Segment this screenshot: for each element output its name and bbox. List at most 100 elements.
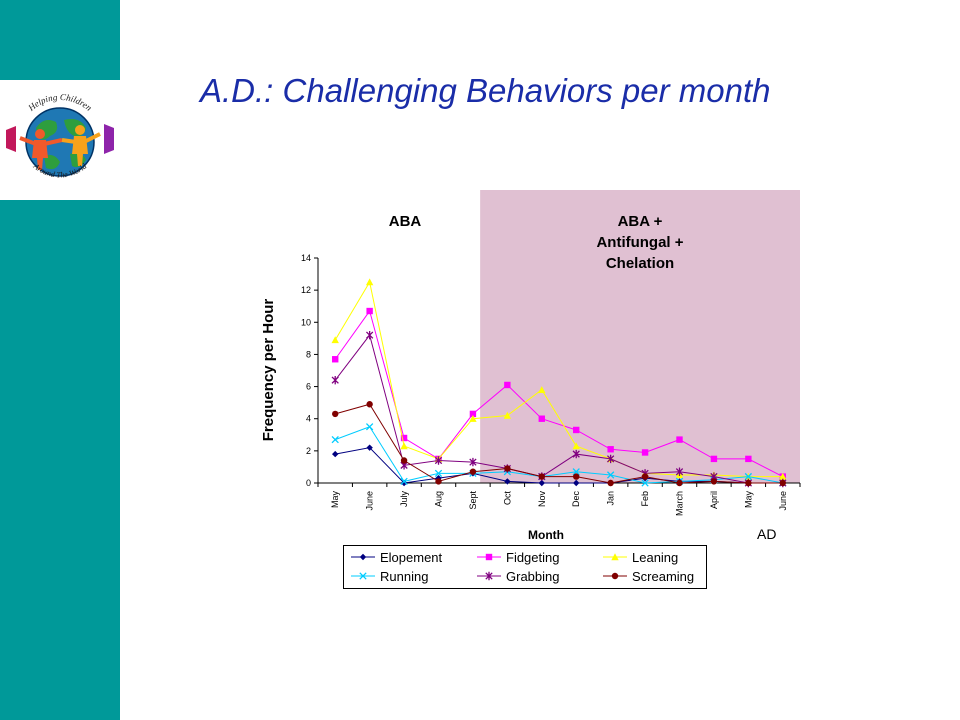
data-point bbox=[434, 456, 443, 465]
phase-label: Chelation bbox=[606, 255, 674, 272]
data-point bbox=[572, 449, 580, 459]
series-line bbox=[334, 309, 784, 478]
legend-item: Fidgeting bbox=[476, 548, 559, 566]
data-point bbox=[641, 479, 649, 487]
data-point bbox=[331, 375, 339, 385]
data-point bbox=[572, 442, 580, 450]
chart-legend: Elopement Fidgeting Leaning Running Grabbing… bbox=[343, 545, 707, 589]
data-point bbox=[504, 478, 511, 485]
x-tick-label: Nov bbox=[537, 491, 547, 508]
data-point bbox=[573, 426, 580, 434]
y-tick-label: 2 bbox=[306, 446, 311, 456]
y-tick-label: 14 bbox=[301, 253, 311, 263]
data-point bbox=[503, 411, 512, 419]
data-point bbox=[744, 472, 753, 481]
x-tick-label: Sept bbox=[468, 491, 478, 510]
data-point bbox=[710, 478, 718, 485]
legend-swatch bbox=[603, 572, 627, 580]
data-point bbox=[745, 455, 752, 463]
data-point bbox=[607, 446, 614, 453]
legend-item: Elopement bbox=[350, 548, 442, 566]
data-point bbox=[469, 468, 477, 475]
data-point bbox=[400, 442, 408, 450]
legend-swatch bbox=[603, 553, 627, 561]
treatment-phase-shading bbox=[480, 190, 800, 483]
x-axis-label: Month bbox=[528, 528, 564, 542]
data-point bbox=[366, 307, 373, 315]
data-point bbox=[366, 444, 373, 451]
data-point bbox=[641, 449, 649, 456]
y-tick-label: 12 bbox=[301, 285, 311, 295]
data-point bbox=[331, 336, 339, 344]
x-tick-label: May bbox=[330, 491, 340, 509]
legend-swatch bbox=[351, 572, 375, 580]
legend-swatch-marker bbox=[359, 572, 367, 580]
logo: Helping Children Around The World bbox=[0, 80, 120, 200]
data-point bbox=[400, 477, 408, 486]
data-point bbox=[607, 479, 614, 487]
data-point bbox=[365, 423, 374, 431]
subject-label: AD bbox=[757, 526, 776, 542]
data-point bbox=[504, 465, 511, 472]
y-tick-label: 4 bbox=[306, 414, 311, 424]
data-point bbox=[779, 479, 786, 487]
data-point bbox=[469, 457, 477, 467]
legend-swatch-marker bbox=[611, 553, 619, 561]
data-point bbox=[332, 410, 339, 418]
y-tick-label: 10 bbox=[301, 317, 311, 327]
x-tick-label: May bbox=[743, 491, 753, 509]
legend-label: Grabbing bbox=[506, 568, 560, 584]
x-tick-label: Oct bbox=[502, 491, 512, 506]
legend-label: Running bbox=[380, 568, 429, 584]
data-point bbox=[573, 473, 580, 480]
slide-title: A.D.: Challenging Behaviors per month bbox=[200, 72, 771, 109]
data-point bbox=[469, 415, 477, 422]
data-point bbox=[435, 478, 442, 485]
data-point bbox=[469, 410, 477, 418]
data-point bbox=[538, 479, 545, 487]
data-point bbox=[676, 479, 683, 487]
data-point bbox=[434, 469, 443, 478]
data-point bbox=[641, 473, 649, 480]
legend-label: Elopement bbox=[380, 549, 443, 565]
data-point bbox=[572, 468, 580, 476]
data-point bbox=[676, 436, 683, 443]
legend-swatch-marker bbox=[611, 572, 619, 580]
legend-item: Grabbing bbox=[476, 567, 559, 585]
phase-label: ABA bbox=[389, 213, 422, 230]
data-point bbox=[332, 356, 339, 363]
data-point bbox=[538, 386, 546, 393]
y-tick-label: 0 bbox=[306, 478, 311, 488]
legend-swatch bbox=[477, 571, 501, 581]
phase-label: Antifungal + bbox=[596, 234, 683, 251]
x-tick-label: April bbox=[709, 491, 719, 509]
data-point bbox=[675, 467, 684, 476]
sidebar-bottom-band bbox=[0, 200, 120, 720]
data-point bbox=[538, 415, 545, 422]
x-tick-label: June bbox=[778, 491, 788, 511]
legend-swatch-marker bbox=[359, 553, 367, 561]
sidebar-top-band bbox=[0, 0, 120, 80]
y-tick-label: 8 bbox=[306, 349, 311, 359]
x-tick-label: Dec bbox=[571, 491, 581, 508]
data-point bbox=[400, 457, 408, 464]
series-screaming bbox=[332, 401, 786, 487]
data-point bbox=[400, 434, 408, 442]
legend-label: Screaming bbox=[632, 568, 695, 584]
x-tick-label: July bbox=[399, 491, 409, 508]
helping-children-logo-icon: Helping Children Around The World bbox=[6, 92, 114, 180]
data-point bbox=[606, 471, 615, 479]
series-line bbox=[335, 426, 783, 484]
legend-label: Leaning bbox=[632, 549, 679, 565]
data-point bbox=[710, 455, 718, 463]
legend-item: Screaming bbox=[602, 567, 694, 585]
x-tick-label: Aug bbox=[434, 491, 444, 507]
legend-swatch bbox=[351, 553, 375, 561]
data-point bbox=[538, 473, 545, 480]
data-point bbox=[779, 472, 787, 480]
y-tick-label: 6 bbox=[306, 382, 311, 392]
x-tick-label: Jan bbox=[606, 491, 616, 506]
data-point bbox=[332, 450, 339, 458]
legend-label: Fidgeting bbox=[506, 549, 560, 565]
